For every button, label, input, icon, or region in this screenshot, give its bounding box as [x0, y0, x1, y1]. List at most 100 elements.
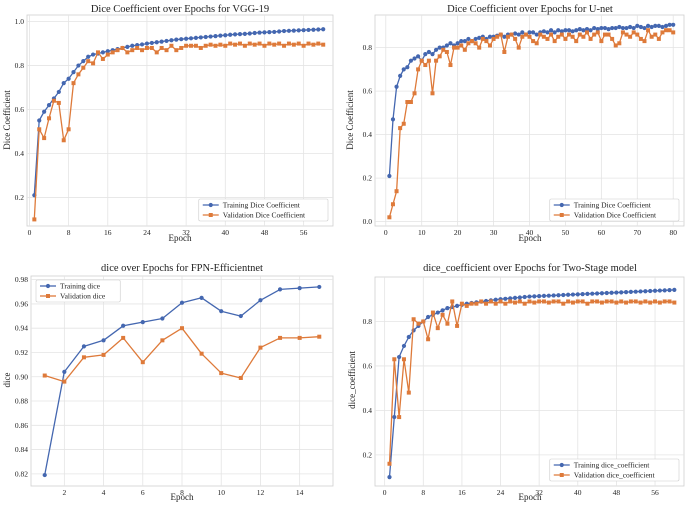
data-point	[606, 27, 611, 32]
data-point	[609, 290, 614, 295]
y-tick-label: 0.6	[363, 87, 373, 96]
data-point	[488, 299, 493, 304]
data-point	[551, 299, 556, 304]
data-point	[272, 42, 277, 47]
data-point	[541, 29, 546, 34]
x-tick-label: 0	[28, 228, 32, 237]
data-point	[247, 41, 252, 46]
data-point	[160, 338, 165, 343]
data-point	[656, 36, 661, 41]
legend-label: Training dice_coefficient	[574, 461, 651, 470]
x-tick-label: 8	[67, 228, 71, 237]
data-point	[638, 289, 643, 294]
data-point	[459, 39, 464, 44]
data-point	[199, 295, 204, 300]
data-point	[667, 288, 672, 293]
y-tick-label: 0.6	[15, 105, 25, 114]
y-tick-label: 0.0	[363, 217, 373, 226]
x-tick-label: 60	[598, 228, 606, 237]
data-point	[179, 45, 184, 50]
data-point	[530, 30, 536, 35]
data-point	[435, 310, 440, 315]
data-point	[459, 301, 464, 306]
data-point	[257, 41, 262, 46]
data-point	[159, 39, 164, 44]
data-point	[278, 335, 283, 340]
data-point	[470, 39, 475, 44]
data-point	[513, 31, 518, 36]
data-point	[390, 202, 395, 207]
x-tick-label: 56	[300, 228, 308, 237]
data-point	[42, 109, 47, 114]
data-point	[267, 30, 272, 35]
data-point	[445, 306, 450, 311]
legend-marker	[208, 202, 213, 208]
data-point	[81, 344, 87, 349]
data-point	[502, 34, 507, 39]
data-point	[462, 39, 467, 44]
data-point	[130, 48, 135, 53]
data-point	[635, 23, 640, 28]
data-point	[604, 290, 609, 296]
y-tick-label: 0.2	[15, 193, 25, 202]
y-tick-label: 0.92	[15, 348, 28, 357]
chart-title: dice over Epochs for FPN-Efficientnet	[101, 263, 263, 274]
data-point	[252, 42, 257, 47]
x-tick-label: 48	[261, 228, 269, 237]
data-point	[653, 23, 658, 28]
data-point	[617, 24, 622, 30]
data-point	[653, 32, 658, 37]
data-point	[223, 43, 228, 48]
data-point	[408, 58, 414, 63]
data-point	[223, 33, 228, 38]
data-point	[657, 288, 662, 293]
data-point	[61, 138, 66, 143]
data-point	[430, 52, 435, 57]
data-point	[387, 475, 392, 480]
data-point	[537, 294, 542, 299]
data-point	[617, 41, 622, 46]
x-tick-label: 24	[143, 228, 151, 237]
data-point	[267, 41, 272, 46]
legend-box	[198, 198, 329, 222]
data-point	[638, 24, 643, 30]
y-axis-label: dice_coefficient	[347, 351, 357, 409]
data-point	[140, 48, 145, 53]
y-tick-label: 0.2	[363, 450, 373, 459]
data-point	[575, 299, 580, 304]
data-point	[498, 32, 503, 37]
data-point	[180, 326, 184, 331]
data-point	[426, 314, 431, 320]
data-point	[548, 28, 554, 33]
data-point	[534, 32, 539, 37]
data-point	[541, 293, 547, 298]
data-point	[479, 299, 484, 304]
data-point	[520, 30, 525, 35]
data-point	[296, 28, 301, 33]
data-point	[277, 287, 283, 292]
data-point	[397, 415, 402, 420]
x-tick-label: 24	[497, 488, 505, 497]
data-point	[567, 32, 572, 37]
data-point	[609, 299, 614, 304]
x-tick-label: 16	[458, 488, 466, 497]
x-tick-label: 4	[102, 488, 106, 497]
x-tick-label: 2	[62, 488, 66, 497]
data-point	[66, 127, 71, 132]
data-point	[566, 28, 572, 33]
data-point	[228, 32, 233, 37]
data-point	[159, 45, 164, 50]
y-axis-label: dice	[2, 373, 12, 388]
y-tick-label: 0.6	[363, 361, 373, 370]
data-point	[184, 36, 189, 41]
data-point	[42, 472, 47, 478]
data-point	[164, 48, 169, 53]
data-point	[387, 173, 392, 179]
data-point	[208, 42, 213, 47]
data-point	[198, 45, 203, 50]
data-point	[613, 25, 618, 31]
data-point	[527, 34, 532, 39]
data-point	[121, 323, 126, 328]
data-point	[258, 345, 263, 350]
data-point	[76, 72, 81, 77]
